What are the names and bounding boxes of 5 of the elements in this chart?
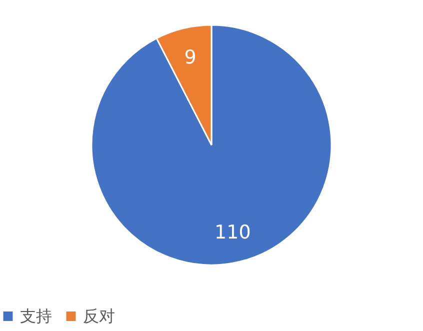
data-label: 9 [184,46,196,69]
legend-label: 支持 [20,306,52,326]
data-label: 110 [214,221,251,244]
legend-label: 反对 [83,306,115,326]
pie-slice [90,24,332,266]
